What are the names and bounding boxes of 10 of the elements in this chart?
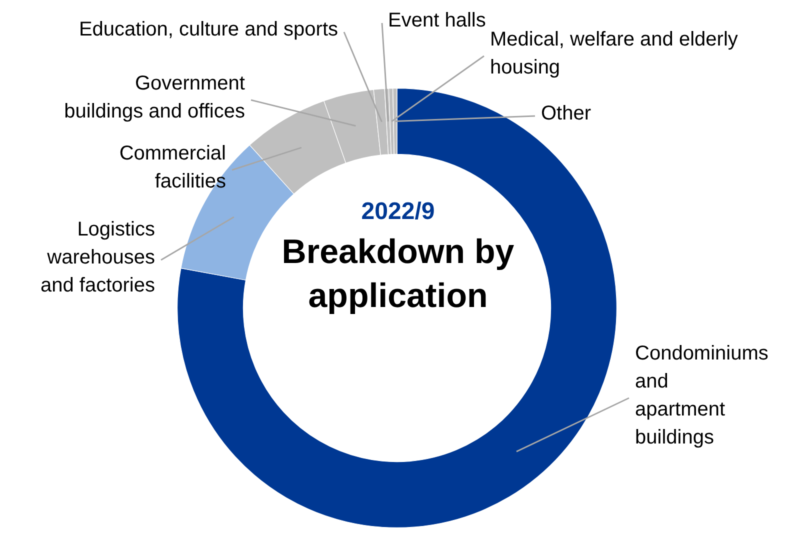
text: 2022/9 <box>360 198 436 226</box>
slice-label: Other <box>541 102 592 125</box>
slice-label: Medical, welfare and elderly housing <box>490 28 738 79</box>
slice-label: Government buildings and offices <box>64 72 246 123</box>
slice-label: Event halls <box>388 10 486 32</box>
slice-label: Education, culture and sports <box>78 18 338 41</box>
slice-label: Commercial facilities <box>119 142 226 193</box>
slice-label: Condominiums and apartment buildings <box>635 342 768 449</box>
slice-label: Logistics warehouses and factories <box>40 218 155 297</box>
text: Breakdown by application <box>280 232 516 317</box>
